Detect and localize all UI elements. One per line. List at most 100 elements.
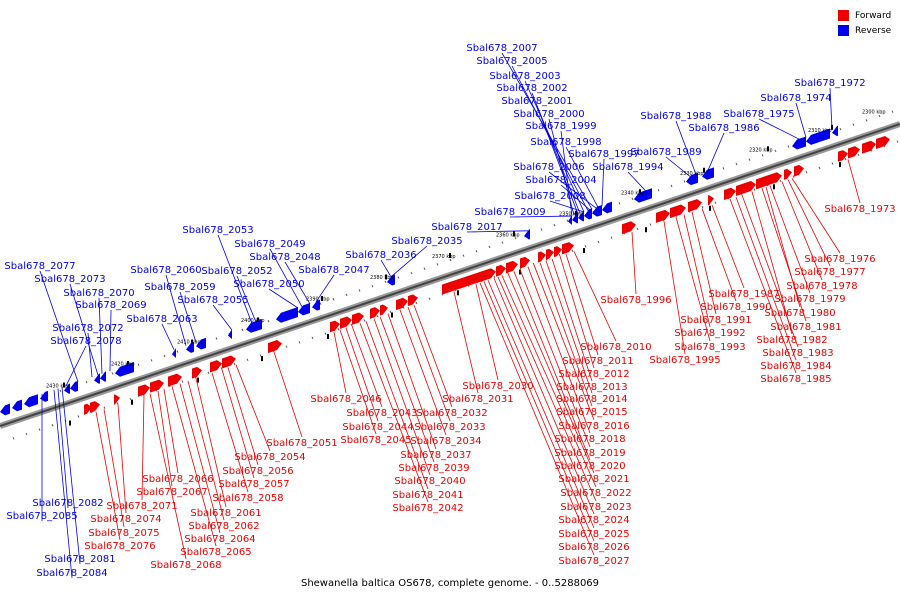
gene-label: Sbal678_1992 — [674, 328, 745, 339]
leader-line — [161, 323, 175, 350]
forward-gene — [408, 294, 418, 307]
leader-line — [707, 132, 725, 171]
legend-reverse-label: Reverse — [855, 25, 892, 36]
scale-tick — [462, 254, 465, 257]
reverse-gene — [806, 128, 830, 145]
scale-tick — [332, 298, 335, 301]
forward-gene — [876, 136, 890, 150]
gene-label: Sbal678_2031 — [442, 394, 513, 405]
reverse-gene — [572, 213, 578, 224]
forward-gene — [380, 304, 388, 316]
scale-tick — [722, 167, 725, 170]
leader-line — [98, 297, 103, 374]
gene-label: Sbal678_1991 — [680, 315, 751, 326]
gene-label: Sbal678_2022 — [560, 488, 631, 499]
gene-label: Sbal678_1973 — [824, 204, 895, 215]
scale-tick — [714, 201, 717, 204]
scale-tick — [831, 162, 834, 165]
forward-gene — [538, 251, 546, 263]
scale-tick — [371, 284, 374, 288]
forward-gene — [114, 394, 120, 405]
reverse-gene — [387, 274, 395, 286]
reverse-gene — [832, 125, 838, 137]
scale-tick — [25, 432, 28, 436]
leader-line — [497, 276, 597, 502]
gene-label: Sbal678_2052 — [201, 266, 272, 277]
leader-line — [795, 102, 807, 138]
gene-label: Sbal678_2084 — [36, 568, 107, 579]
leader-line — [149, 393, 187, 560]
leader-line — [791, 178, 841, 254]
scale-tick — [116, 402, 119, 405]
gene-label: Sbal678_1994 — [592, 162, 663, 173]
scale-tick — [852, 123, 855, 126]
gene-label: Sbal678_2078 — [50, 336, 121, 347]
gene-label: Sbal678_2054 — [234, 452, 305, 463]
gene-label: Sbal678_2020 — [554, 461, 625, 472]
gene-label: Sbal678_1993 — [674, 342, 745, 353]
reverse-gene — [298, 302, 310, 316]
legend-forward-label: Forward — [855, 10, 892, 21]
forward-gene — [340, 316, 352, 329]
reverse-gene — [24, 394, 38, 408]
leader-line — [117, 404, 127, 514]
scale-tick — [137, 363, 140, 366]
leader-line — [165, 274, 187, 346]
gene-label: Sbal678_1977 — [794, 267, 865, 278]
leader-line — [69, 283, 99, 376]
leader-line — [453, 291, 479, 394]
gene-label: Sbal678_2072 — [52, 323, 123, 334]
scale-label: 2340 kbp — [621, 191, 645, 197]
leader-line — [284, 261, 311, 305]
scale-tick — [233, 362, 236, 366]
forward-gene — [708, 195, 714, 206]
gene-label: Sbal678_2021 — [558, 474, 629, 485]
scale-tick — [436, 263, 439, 266]
forward-gene — [688, 199, 702, 213]
gene-label: Sbal678_2026 — [558, 542, 629, 553]
scale-tick — [839, 127, 842, 131]
leader-line — [333, 331, 347, 394]
reverse-gene — [276, 307, 298, 323]
gene-label: Sbal678_2074 — [90, 514, 161, 525]
forward-gene — [150, 379, 164, 393]
gene-label: Sbal678_2007 — [466, 43, 537, 54]
scale-tick — [774, 149, 777, 153]
leader-line — [359, 323, 429, 503]
forward-gene — [838, 150, 848, 162]
gene-label: Sbal678_2081 — [44, 554, 115, 565]
scale-tick — [857, 153, 860, 156]
scale-tick — [649, 223, 652, 226]
leader-line — [787, 179, 831, 267]
leader-line — [665, 156, 691, 177]
reverse-gene — [578, 211, 584, 222]
leader-line — [735, 196, 797, 361]
reverse-gene — [186, 341, 194, 353]
scale-tick — [553, 223, 556, 227]
scale-tick — [540, 228, 543, 231]
leader-line — [527, 266, 591, 434]
leader-line — [475, 284, 499, 381]
gene-label: Sbal678_1996 — [600, 295, 671, 306]
scale-tick — [285, 345, 288, 348]
leader-line — [235, 364, 271, 452]
gene-label: Sbal678_2067 — [136, 487, 207, 498]
leader-line — [548, 171, 597, 209]
gene-label: Sbal678_1980 — [764, 308, 835, 319]
scale-tick — [449, 258, 452, 262]
leader-line — [390, 245, 428, 278]
gene-label: Sbal678_1975 — [723, 109, 794, 120]
scale-tick — [701, 205, 704, 209]
scale-tick — [558, 253, 561, 257]
leader-line — [379, 316, 435, 463]
gene-label: Sbal678_2066 — [142, 474, 213, 485]
leader-line — [53, 389, 73, 579]
leader-line — [701, 208, 737, 302]
scale-tick — [397, 276, 400, 279]
gene-label: Sbal678_2013 — [556, 382, 627, 393]
forward-gene — [562, 242, 574, 255]
scale-tick — [896, 140, 899, 143]
gene-label: Sbal678_2018 — [554, 434, 625, 445]
gene-label: Sbal678_2046 — [310, 394, 381, 405]
gene-label: Sbal678_1999 — [525, 121, 596, 132]
